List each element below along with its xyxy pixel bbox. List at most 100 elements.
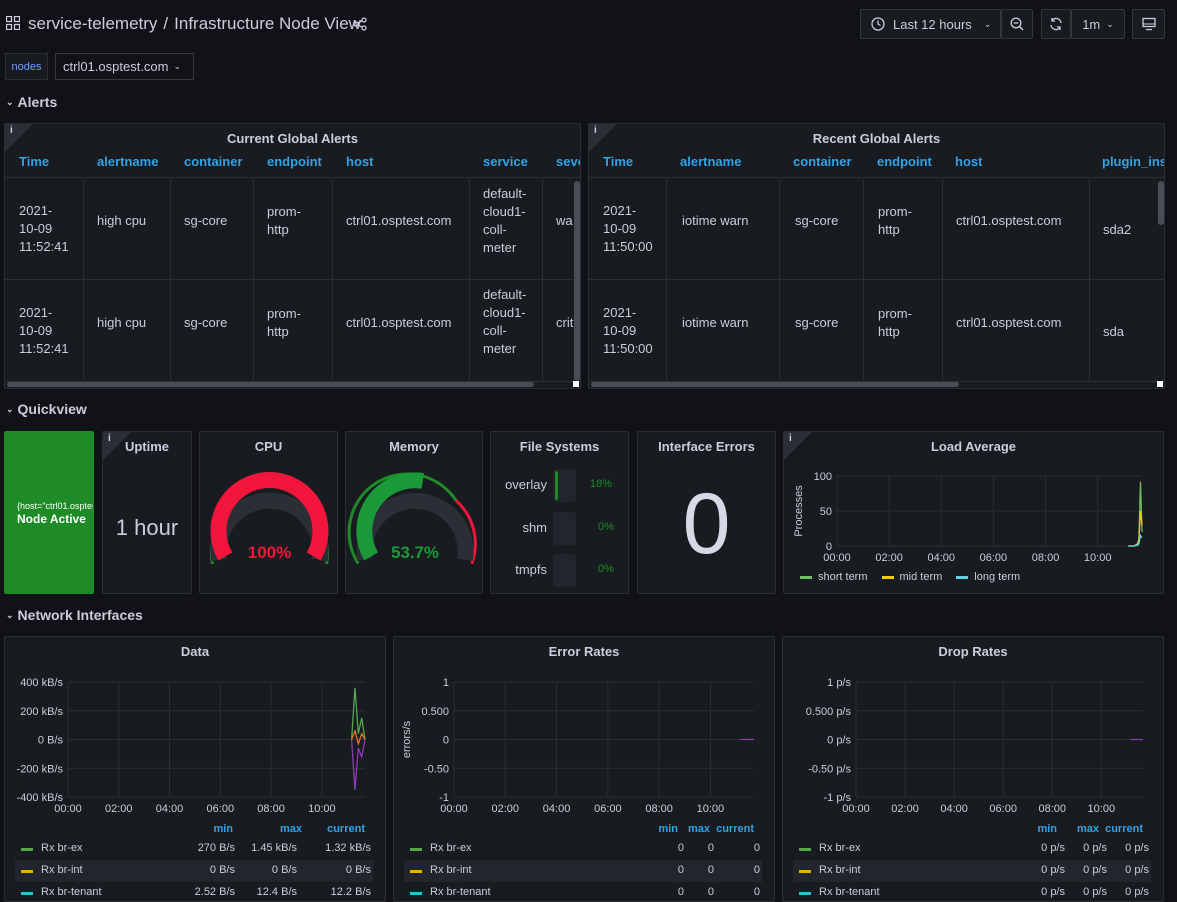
row-alerts-label: Alerts (17, 94, 58, 110)
refresh-interval-picker[interactable]: 1m ⌄ (1071, 9, 1125, 39)
folder-link[interactable]: service-telemetry (28, 14, 158, 33)
panel-title[interactable]: Current Global Alerts (227, 131, 358, 146)
x-tick-label: 02:00 (875, 552, 903, 562)
column-header[interactable]: alertname (97, 154, 159, 169)
chevron-down-icon: ⌄ (1106, 18, 1114, 29)
panel-title[interactable]: Data (180, 644, 210, 659)
y-tick-label: -0.50 (424, 763, 449, 775)
chevron-down-icon: ⌄ (6, 403, 14, 414)
resize-handle[interactable] (1157, 381, 1163, 387)
share-icon[interactable] (353, 17, 367, 31)
column-header[interactable]: host (346, 154, 374, 169)
refresh-button[interactable] (1041, 9, 1071, 39)
panel-title[interactable]: Recent Global Alerts (812, 131, 941, 146)
cpu-panel: CPU 100% (199, 431, 338, 594)
column-header[interactable]: container (184, 154, 243, 169)
column-header[interactable]: alertname (680, 154, 742, 169)
vertical-scrollbar[interactable] (1158, 181, 1164, 225)
row-quickview[interactable]: ⌄ Quickview (6, 401, 87, 417)
panel-title[interactable]: Load Average (930, 439, 1016, 454)
column-header[interactable]: container (793, 154, 852, 169)
horizontal-scrollbar[interactable] (591, 382, 959, 387)
vertical-scrollbar[interactable] (574, 181, 580, 381)
zoom-out-button[interactable] (1001, 9, 1033, 39)
filesystems-panel: File Systems overlay 18% shm 0% tmpfs 0% (490, 431, 629, 594)
legend-row[interactable]: Rx br-tenant 2.52 B/s 12.4 B/s 12.2 B/s (15, 882, 373, 901)
panel-title[interactable]: File Systems (519, 439, 600, 454)
chevron-down-icon: ⌄ (983, 18, 992, 29)
chevron-down-icon: ⌄ (6, 609, 14, 620)
panel-title[interactable]: Uptime (124, 439, 170, 454)
monitor-icon (1141, 17, 1156, 31)
x-tick-label: 10:00 (308, 803, 336, 815)
refresh-icon (1050, 17, 1062, 31)
column-header[interactable]: service (483, 154, 528, 169)
x-tick-label: 00:00 (842, 803, 870, 815)
uptime-value: 1 hour (115, 515, 179, 540)
legend-row[interactable]: Rx br-ex 0 p/s 0 p/s 0 p/s (793, 838, 1151, 860)
y-tick-label: 0 p/s (827, 735, 851, 747)
column-header[interactable]: host (955, 154, 983, 169)
gauge-value-arc (356, 472, 425, 561)
column-header[interactable]: endpoint (877, 154, 932, 169)
panel-title[interactable]: Memory (389, 439, 439, 454)
y-tick-label: 200 kB/s (20, 706, 63, 718)
panel-title[interactable]: Drop Rates (938, 644, 1008, 659)
column-header[interactable]: severi (556, 154, 580, 169)
panel-title[interactable]: Error Rates (548, 644, 620, 659)
column-header[interactable]: plugin_instan (1102, 154, 1164, 169)
info-icon: i (10, 125, 13, 136)
column-header[interactable]: endpoint (267, 154, 322, 169)
legend-row[interactable]: Rx br-int 0 p/s 0 p/s 0 p/s (793, 860, 1151, 882)
y-axis-label: Processes (793, 485, 805, 537)
panel-info-corner[interactable] (784, 432, 812, 460)
y-tick-label: 400 kB/s (20, 677, 63, 689)
y-tick-label: 0.500 p/s (806, 706, 852, 718)
dashboard-title[interactable]: Infrastructure Node View (174, 14, 361, 33)
breadcrumb-separator: / (163, 14, 169, 33)
panel-title[interactable]: CPU (254, 439, 283, 454)
tv-mode-button[interactable] (1132, 9, 1165, 39)
row-alerts[interactable]: ⌄ Alerts (6, 94, 57, 110)
legend-row[interactable]: Rx br-ex 270 B/s 1.45 kB/s 1.32 kB/s (15, 838, 373, 860)
grid-icon[interactable] (6, 16, 20, 30)
nodes-variable-select[interactable]: ctrl01.osptest.com ⌄ (55, 53, 194, 80)
panel-info-corner[interactable] (589, 124, 617, 152)
row-network-interfaces[interactable]: ⌄ Network Interfaces (6, 607, 143, 623)
x-tick-label: 04:00 (940, 803, 968, 815)
x-tick-label: 04:00 (543, 803, 571, 815)
resize-handle[interactable] (573, 381, 579, 387)
panel-title[interactable]: Interface Errors (658, 439, 755, 454)
y-tick-label: 1 (443, 677, 449, 689)
x-tick-label: 06:00 (594, 803, 622, 815)
y-tick-label: 0 B/s (38, 735, 64, 747)
y-tick-label: 0 (443, 735, 449, 747)
column-header[interactable]: Time (603, 154, 634, 169)
load-average-panel: i Load Average 100 50 0 00:00 02:00 04:00 06:0… (783, 431, 1164, 594)
x-tick-label: 08:00 (1032, 552, 1060, 562)
nodes-variable-label: nodes (5, 53, 48, 80)
column-header[interactable]: Time (19, 154, 50, 169)
series-line (1128, 533, 1143, 547)
current-alerts-panel: i Current Global Alerts Time alertname c… (4, 123, 581, 389)
x-tick-label: 04:00 (928, 552, 956, 562)
table-row: 2021- 10-09 11:50:00 iotime warn sg-core p… (589, 179, 1164, 280)
x-tick-label: 00:00 (440, 803, 468, 815)
legend-header: current (327, 823, 365, 835)
zoom-out-icon (1010, 17, 1024, 31)
info-icon: i (789, 433, 792, 444)
legend-row[interactable]: Rx br-int 0 B/s 0 B/s 0 B/s (15, 860, 373, 882)
gauge-value-text: 100% (248, 543, 291, 562)
panel-info-corner[interactable] (5, 124, 33, 152)
legend-row[interactable]: Rx br-tenant 0 p/s 0 p/s 0 p/s (793, 882, 1151, 901)
y-tick-label: -1 p/s (823, 792, 851, 804)
x-tick-label: 10:00 (1084, 552, 1112, 562)
horizontal-scrollbar[interactable] (7, 382, 534, 387)
panel-info-corner[interactable] (103, 432, 131, 460)
fs-bar-track (553, 512, 576, 545)
time-range-picker[interactable]: Last 12 hours ⌄ (860, 9, 1001, 39)
